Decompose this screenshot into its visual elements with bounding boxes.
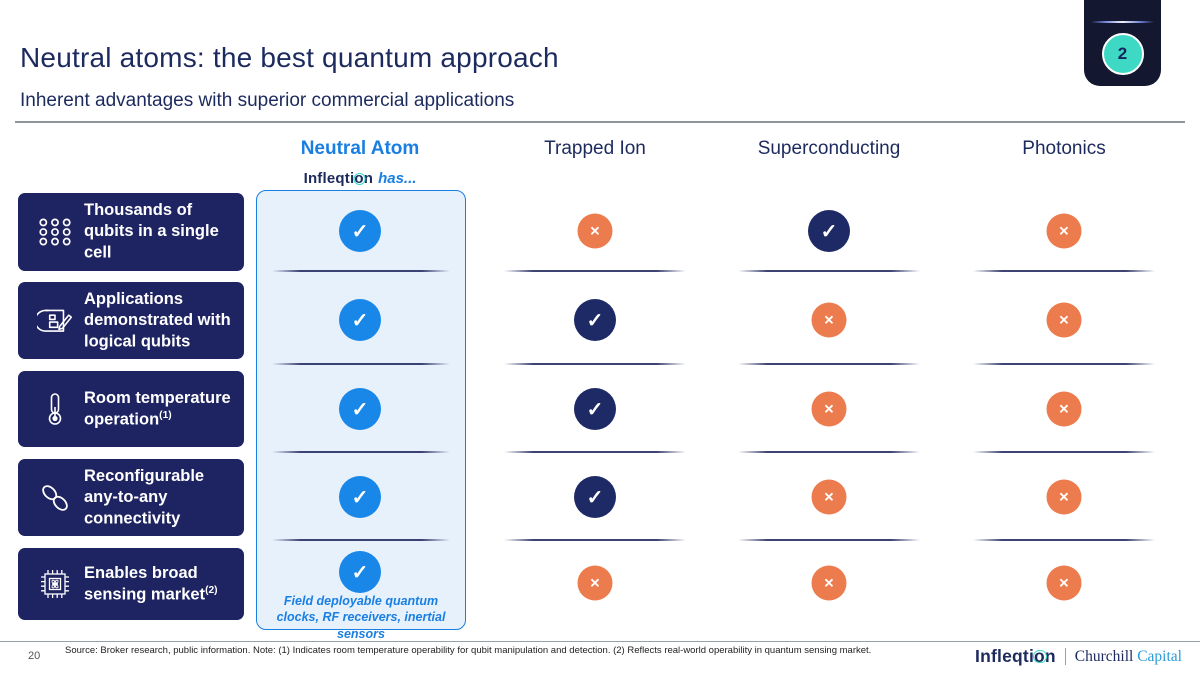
mark-trapped-ion-qubits: ✕: [577, 213, 613, 249]
churchill-capital-logo: Churchill Capital: [1074, 647, 1182, 665]
mark-superconducting-room-temp: ✕: [811, 391, 847, 427]
logo-separator: [1064, 648, 1066, 665]
blueprint-icon: [32, 304, 78, 338]
row-divider: [973, 539, 1155, 541]
row-divider: [504, 451, 686, 453]
row-divider: [738, 451, 920, 453]
mark-trapped-ion-connectivity: ✓: [574, 476, 616, 518]
page-title: Neutral atoms: the best quantum approach: [20, 42, 559, 73]
qubit-array-icon: [32, 217, 78, 247]
infleqtion-logo: Infleqtion: [975, 646, 1056, 667]
mark-photonics-room-temp: ✕: [1046, 391, 1082, 427]
row-label-connectivity: Reconfigurable any-to-any connectivity: [18, 459, 244, 536]
row-divider: [738, 539, 920, 541]
row-label-text: Reconfigurable any-to-any connectivity: [84, 466, 205, 528]
row-divider: [738, 270, 920, 272]
mark-trapped-ion-applications: ✓: [574, 299, 616, 341]
column-header-superconducting: Superconducting: [757, 138, 901, 159]
row-divider: [504, 270, 686, 272]
row-label-room-temperature: Room temperature operation(1): [18, 371, 244, 447]
mark-trapped-ion-sensing: ✕: [577, 565, 613, 601]
mark-superconducting-connectivity: ✕: [811, 479, 847, 515]
footer-divider: [0, 641, 1200, 642]
row-label-text: Applications demonstrated with logical q…: [84, 289, 231, 351]
row-label-text: Thousands of qubits in a single cell: [84, 201, 219, 262]
has-caption-text: has...: [378, 170, 417, 187]
brand-has-caption: Infleqtion has...: [304, 170, 417, 187]
row-label-applications: Applications demonstrated with logical q…: [18, 282, 244, 359]
mark-neutral-atom-connectivity: ✓: [339, 476, 381, 518]
row-divider: [504, 539, 686, 541]
thermometer-icon: [32, 391, 78, 427]
mark-superconducting-applications: ✕: [811, 302, 847, 338]
mark-neutral-atom-sensing: ✓: [339, 551, 381, 593]
mark-photonics-applications: ✕: [1046, 302, 1082, 338]
source-note: Source: Broker research, public informat…: [65, 645, 872, 656]
infleqtion-wordmark: Infleqtion: [303, 170, 374, 187]
header-divider: [15, 121, 1185, 123]
mark-neutral-atom-room-temp: ✓: [339, 388, 381, 430]
mark-photonics-qubits: ✕: [1046, 213, 1082, 249]
row-divider: [973, 363, 1155, 365]
row-label-text: Room temperature operation(1): [84, 388, 231, 429]
row-divider: [272, 363, 450, 365]
row-divider: [272, 451, 450, 453]
row-divider: [973, 270, 1155, 272]
mark-superconducting-qubits: ✓: [808, 210, 850, 252]
row-label-sensing: Enables broad sensing market(2): [18, 548, 244, 620]
row-divider: [973, 451, 1155, 453]
chain-link-icon: [32, 481, 78, 515]
row-label-qubits: Thousands of qubits in a single cell: [18, 193, 244, 271]
column-header-photonics: Photonics: [1022, 138, 1106, 159]
column-header-trapped-ion: Trapped Ion: [544, 138, 646, 159]
mark-photonics-connectivity: ✕: [1046, 479, 1082, 515]
infleqtion-wordmark: Infleqtion: [975, 646, 1056, 666]
mark-photonics-sensing: ✕: [1046, 565, 1082, 601]
row-label-text: Enables broad sensing market(2): [84, 563, 218, 604]
badge-accent-line: [1091, 21, 1154, 23]
row-divider: [272, 539, 450, 541]
sensor-chip-icon: [32, 566, 78, 602]
page-number: 20: [28, 650, 41, 662]
slide-number-badge: 2: [1084, 0, 1161, 86]
mark-neutral-atom-qubits: ✓: [339, 210, 381, 252]
mark-superconducting-sensing: ✕: [811, 565, 847, 601]
mark-trapped-ion-room-temp: ✓: [574, 388, 616, 430]
neutral-atom-footnote: Field deployable quantum clocks, RF rece…: [276, 594, 446, 641]
page-subtitle: Inherent advantages with superior commer…: [20, 90, 515, 111]
infleqtion-logo: Infleqtion: [304, 170, 374, 187]
mark-neutral-atom-applications: ✓: [339, 299, 381, 341]
column-header-neutral-atom: Neutral Atom: [300, 138, 420, 159]
slide-number: 2: [1101, 33, 1144, 75]
row-divider: [738, 363, 920, 365]
footer-logos: Infleqtion Churchill Capital: [975, 646, 1182, 667]
row-divider: [272, 270, 450, 272]
row-divider: [504, 363, 686, 365]
